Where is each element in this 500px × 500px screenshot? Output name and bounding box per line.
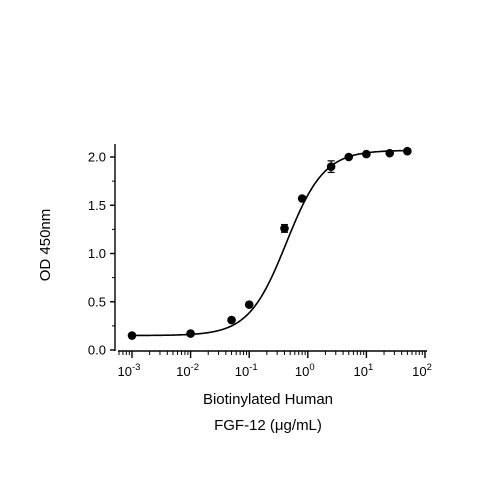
- x-axis-title-line-1: Biotinylated Human: [203, 391, 333, 408]
- y-axis-title: OD 450nm: [37, 209, 54, 282]
- data-point: [326, 162, 336, 171]
- data-point: [403, 146, 412, 156]
- data-point: [344, 152, 354, 162]
- data-point: [280, 224, 289, 233]
- x-axis-title-line-2: FGF-12 (μg/mL): [214, 417, 322, 434]
- x-tick-label: 101: [354, 362, 374, 379]
- axes: [114, 144, 427, 352]
- x-tick-label: 102: [412, 362, 432, 379]
- x-tick-label: 10-2: [176, 362, 199, 379]
- fit-curve-group: [132, 149, 408, 337]
- y-tick-label: 1.0: [88, 246, 106, 261]
- ticks: 0.0 0.5 1.0 1.5 2.0 10-3 10-2 10-1 100 101 102: [88, 150, 432, 380]
- data-point: [244, 300, 254, 309]
- y-tick-label: 0.5: [88, 294, 106, 309]
- data-point: [227, 315, 236, 325]
- axis-titles: OD 450nm Biotinylated Human FGF-12 (μg/mL): [37, 209, 333, 434]
- data-point: [127, 331, 137, 340]
- data-point: [297, 194, 307, 203]
- x-tick-label: 10-1: [235, 362, 258, 379]
- y-tick-label: 1.5: [88, 198, 106, 213]
- data-point: [385, 148, 395, 158]
- data-point: [186, 329, 195, 338]
- y-tick-label: 2.0: [88, 150, 106, 165]
- y-tick-label: 0.0: [88, 343, 106, 358]
- x-tick-label: 10-3: [118, 362, 141, 379]
- data-points: [127, 146, 412, 340]
- data-point: [362, 149, 371, 159]
- fit-curve: [132, 149, 408, 337]
- x-tick-label: 100: [295, 362, 315, 379]
